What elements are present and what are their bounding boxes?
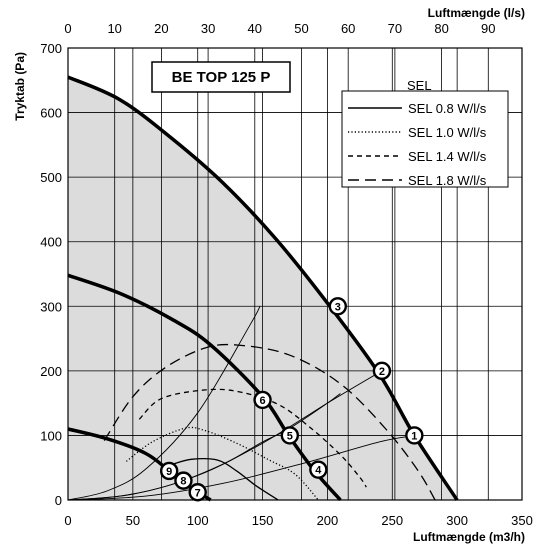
y-tick-label: 200 (40, 364, 62, 379)
marker-circle (328, 297, 348, 316)
y-tick-label: 100 (40, 428, 62, 443)
system-curve (67, 434, 416, 501)
marker-1: 1 (405, 426, 424, 445)
x2-tick-label: 30 (201, 21, 215, 36)
marker-circle (159, 461, 179, 481)
bottom-axis-title: Luftmængde (m3/h) (413, 530, 525, 544)
marker-circle (174, 471, 193, 490)
marker-circle (309, 460, 328, 479)
marker-circle (280, 426, 300, 445)
system-curve (67, 393, 341, 501)
sel-curve-longdash (103, 343, 436, 501)
x-tick-label: 0 (64, 513, 71, 528)
operating-point-markers: 1 2 3 4 5 6 789 (159, 297, 424, 502)
y-tick-label: 500 (40, 170, 62, 185)
x2-tick-label: 10 (107, 21, 121, 36)
y-tick-label: 300 (40, 299, 62, 314)
marker-circle (188, 483, 207, 502)
left-axis-title: Tryktab (Pa) (13, 52, 27, 121)
marker-circle (372, 361, 392, 381)
x-tick-label: 50 (126, 513, 140, 528)
legend-entry-label: SEL 1.4 W/l/s (408, 149, 487, 164)
y-tick-label: 0 (55, 493, 62, 508)
x2-tick-label: 70 (388, 21, 402, 36)
x-tick-label: 100 (187, 513, 209, 528)
legend-entry-label: SEL 0.8 W/l/s (408, 101, 487, 116)
x2-tick-label: 60 (341, 21, 355, 36)
y-tick-label: 700 (40, 41, 62, 56)
system-curve (67, 306, 261, 501)
marker-2: 2 (372, 361, 392, 381)
model-label: BE TOP 125 P (172, 69, 271, 86)
marker-label: 2 (379, 366, 385, 378)
sel-curve-dashed (138, 388, 367, 488)
marker-3: 3 (328, 297, 348, 316)
x-tick-label: 150 (252, 513, 274, 528)
marker-4: 4 (309, 460, 328, 479)
marker-label: 9 (166, 466, 172, 478)
marker-label: 3 (335, 301, 341, 313)
sel-curve-solid (171, 457, 279, 501)
marker-5: 5 (280, 426, 300, 445)
x-tick-label: 350 (511, 513, 533, 528)
x-tick-label: 200 (317, 513, 339, 528)
marker-7: 7 (188, 483, 207, 502)
curves (67, 75, 459, 502)
plot-border (67, 47, 523, 501)
marker-label: 7 (195, 487, 201, 499)
x-tick-label: 300 (446, 513, 468, 528)
marker-label: 1 (411, 430, 417, 442)
fan-curve (67, 75, 459, 501)
marker-8: 8 (174, 471, 193, 490)
plot-frame (67, 47, 523, 501)
marker-9: 9 (159, 461, 179, 481)
model-label-box: BE TOP 125 P (151, 61, 291, 93)
y-tick-label: 600 (40, 106, 62, 121)
marker-label: 8 (180, 476, 186, 488)
marker-6: 6 (253, 390, 272, 410)
legend-entry-label: SEL 1.0 W/l/s (408, 125, 487, 140)
x2-tick-label: 40 (248, 21, 262, 36)
marker-circle (253, 390, 272, 410)
marker-label: 4 (315, 465, 322, 477)
x2-tick-label: 90 (481, 21, 495, 36)
x2-tick-label: 80 (434, 21, 448, 36)
legend-entry-label: SEL 1.8 W/l/s (408, 173, 487, 188)
marker-label: 5 (287, 430, 293, 442)
x-tick-label: 250 (381, 513, 403, 528)
legend-title: SEL (407, 78, 432, 93)
marker-circle (405, 426, 424, 445)
x2-tick-label: 0 (64, 21, 71, 36)
x2-tick-label: 50 (294, 21, 308, 36)
x2-tick-label: 20 (154, 21, 168, 36)
y-tick-label: 400 (40, 235, 62, 250)
marker-label: 6 (260, 395, 266, 407)
legend: SEL SEL 0.8 W/l/s SEL 1.0 W/l/s SEL 1.4 W/… (341, 78, 509, 188)
top-axis-title: Luftmængde (l/s) (428, 6, 525, 20)
